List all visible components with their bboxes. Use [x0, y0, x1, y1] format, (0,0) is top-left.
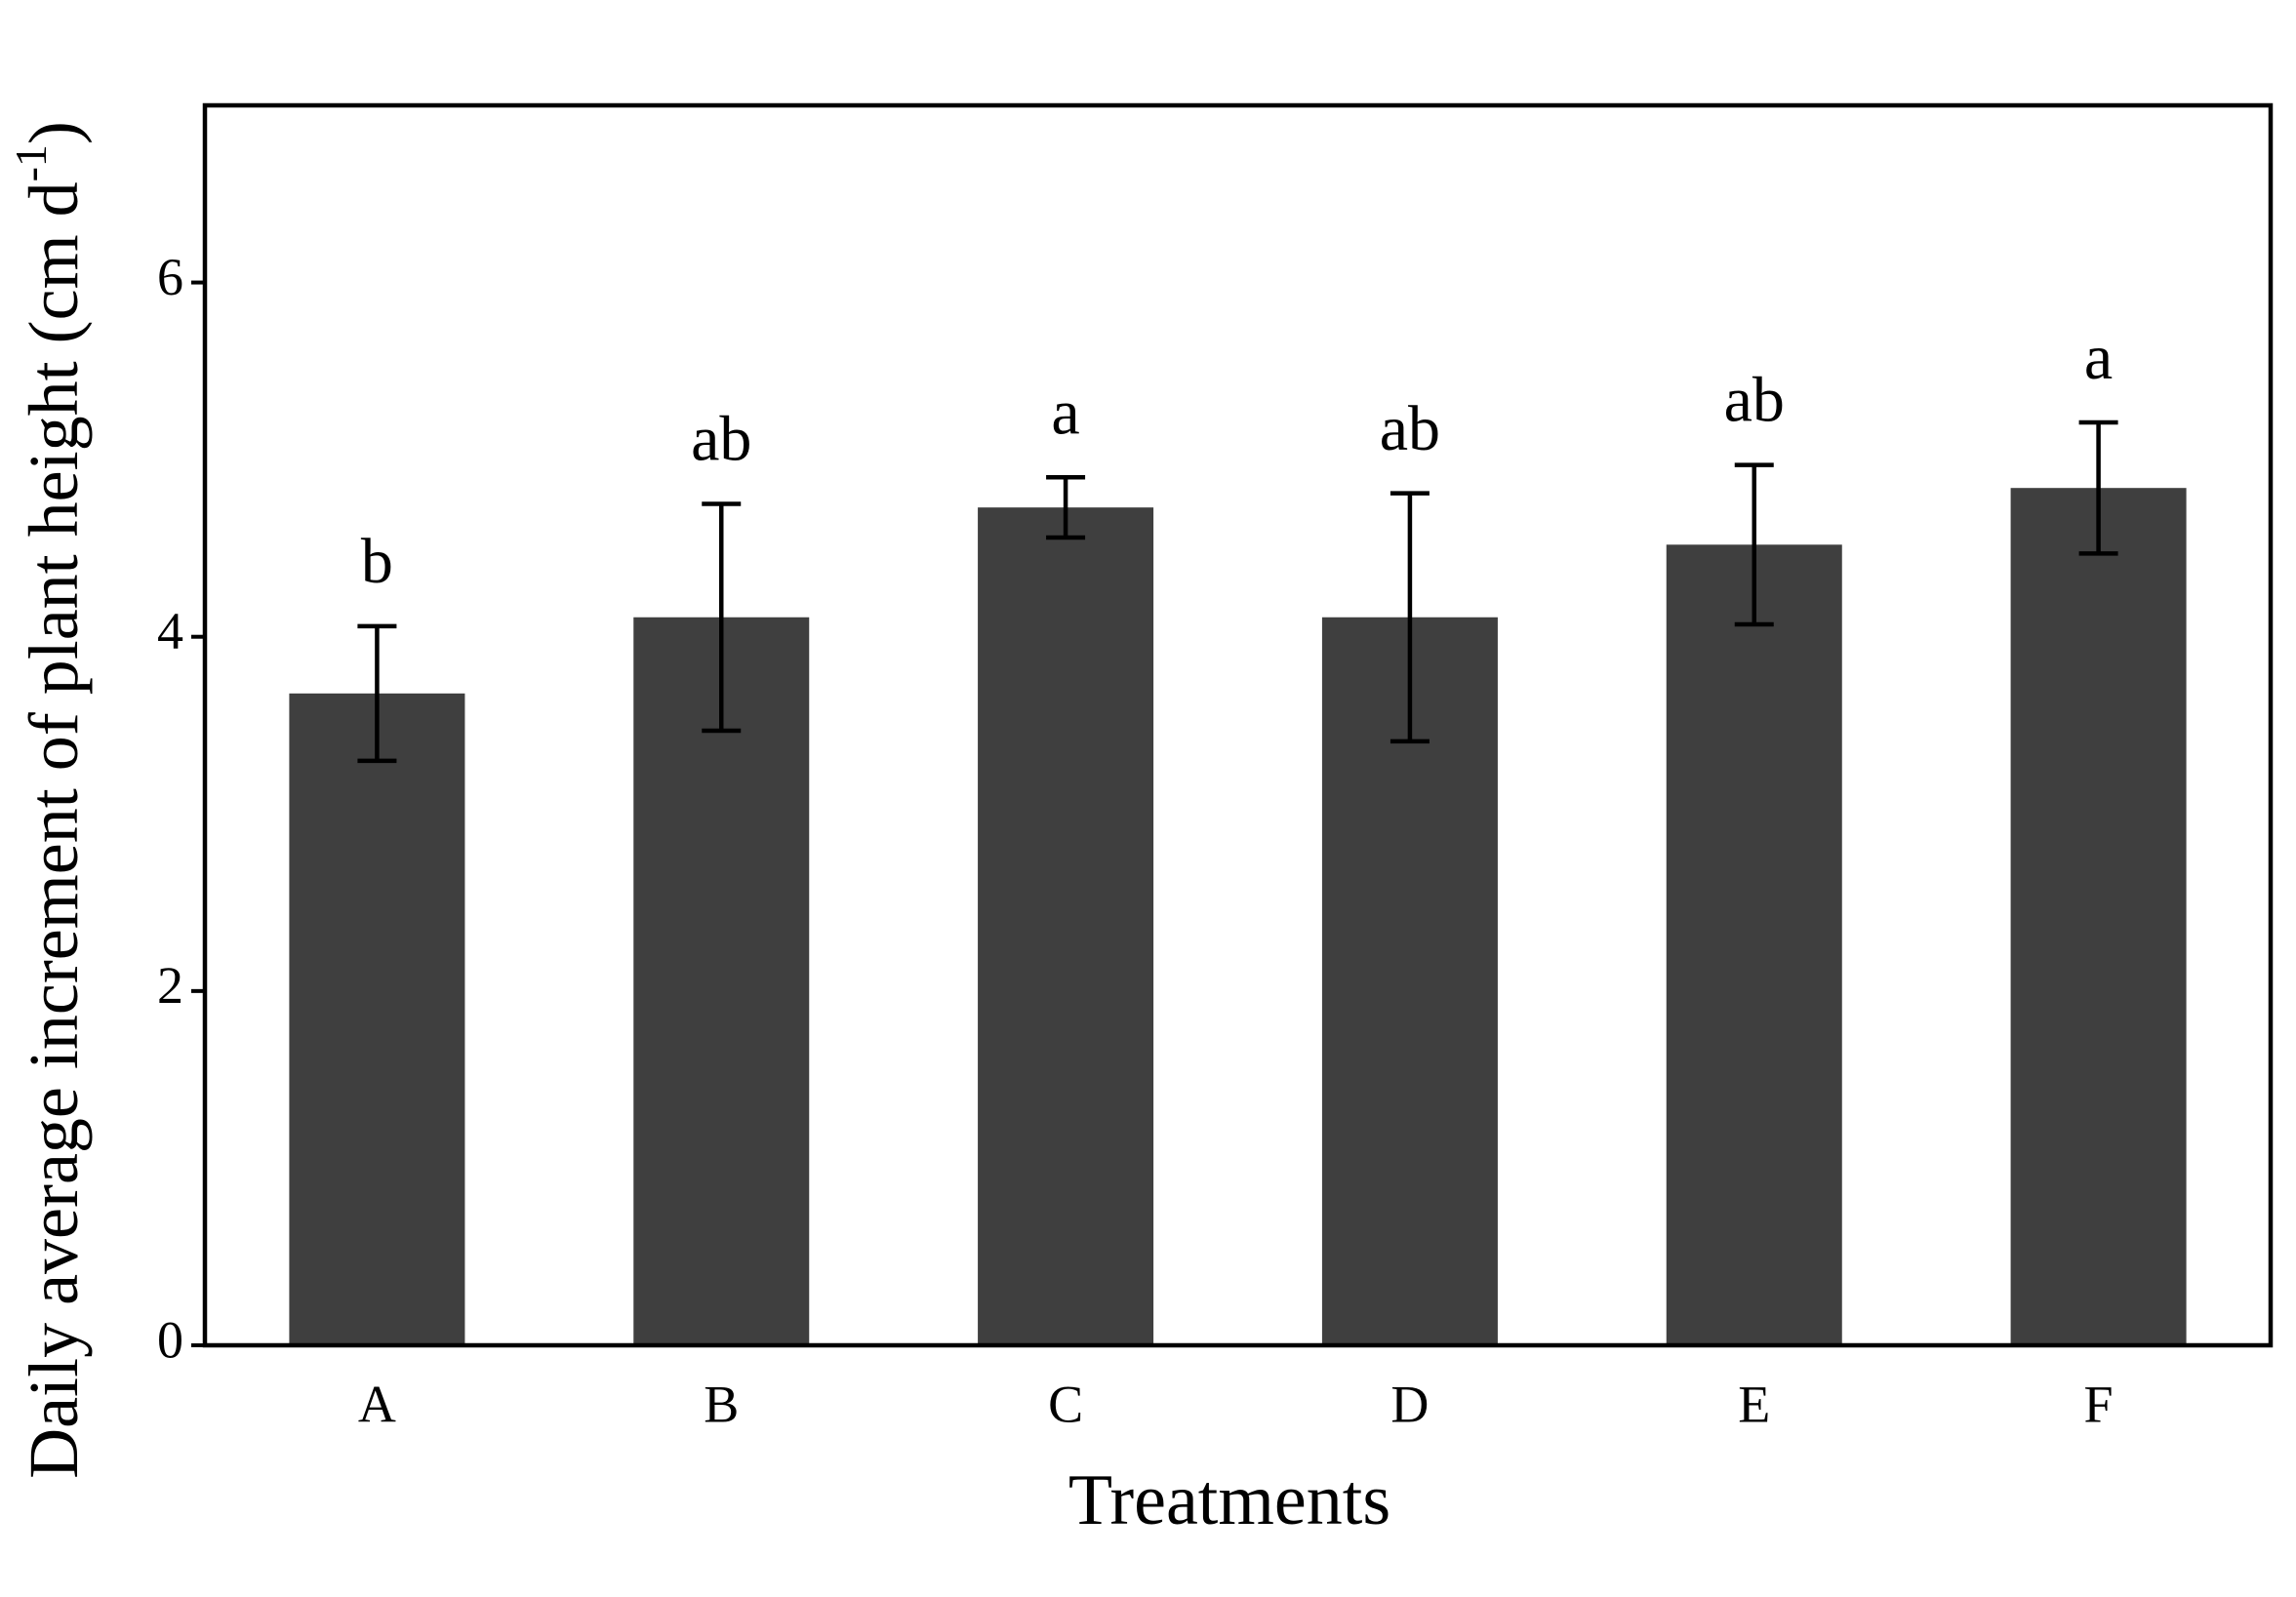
- y-axis-title: Daily average increment of plant height …: [6, 121, 93, 1479]
- significance-label: ab: [691, 404, 751, 475]
- y-axis-title-sup: -1: [6, 144, 56, 181]
- y-axis-title-text: Daily average increment of plant height …: [15, 181, 93, 1478]
- y-tick-label: 0: [157, 1310, 183, 1369]
- bar: [978, 507, 1154, 1345]
- error-bar: [1390, 491, 1430, 744]
- y-tick-label: 6: [157, 248, 183, 306]
- x-tick-label: F: [2084, 1375, 2114, 1433]
- error-bar: [2078, 419, 2118, 556]
- x-tick-label: D: [1390, 1375, 1429, 1433]
- error-bar: [702, 501, 742, 734]
- bar: [633, 617, 810, 1345]
- significance-label: ab: [1724, 365, 1785, 436]
- plot-frame: [202, 102, 2274, 1348]
- significance-label: b: [361, 526, 393, 597]
- bar: [1666, 544, 1842, 1345]
- x-tick-label: E: [1738, 1375, 1770, 1433]
- significance-label: ab: [1380, 393, 1440, 464]
- x-tick-label: A: [358, 1375, 396, 1433]
- error-bar: [1046, 475, 1086, 540]
- y-axis-title-end: ): [15, 121, 93, 144]
- error-bar: [357, 623, 397, 764]
- bar: [289, 693, 465, 1345]
- significance-label: a: [2084, 322, 2113, 393]
- y-tick-label: 4: [157, 602, 183, 660]
- x-tick-label: C: [1048, 1375, 1083, 1433]
- x-tick-label: B: [704, 1375, 739, 1433]
- significance-label: a: [1051, 377, 1079, 448]
- bar: [2010, 488, 2187, 1345]
- x-axis-title: Treatments: [1068, 1460, 1390, 1540]
- y-tick-label: 2: [157, 956, 183, 1015]
- error-bar: [1734, 462, 1774, 627]
